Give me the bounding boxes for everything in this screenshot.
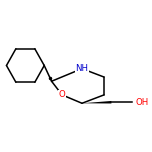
Polygon shape <box>82 101 111 104</box>
Text: OH: OH <box>135 98 149 107</box>
Text: O: O <box>59 90 66 99</box>
Text: NH: NH <box>76 64 88 73</box>
